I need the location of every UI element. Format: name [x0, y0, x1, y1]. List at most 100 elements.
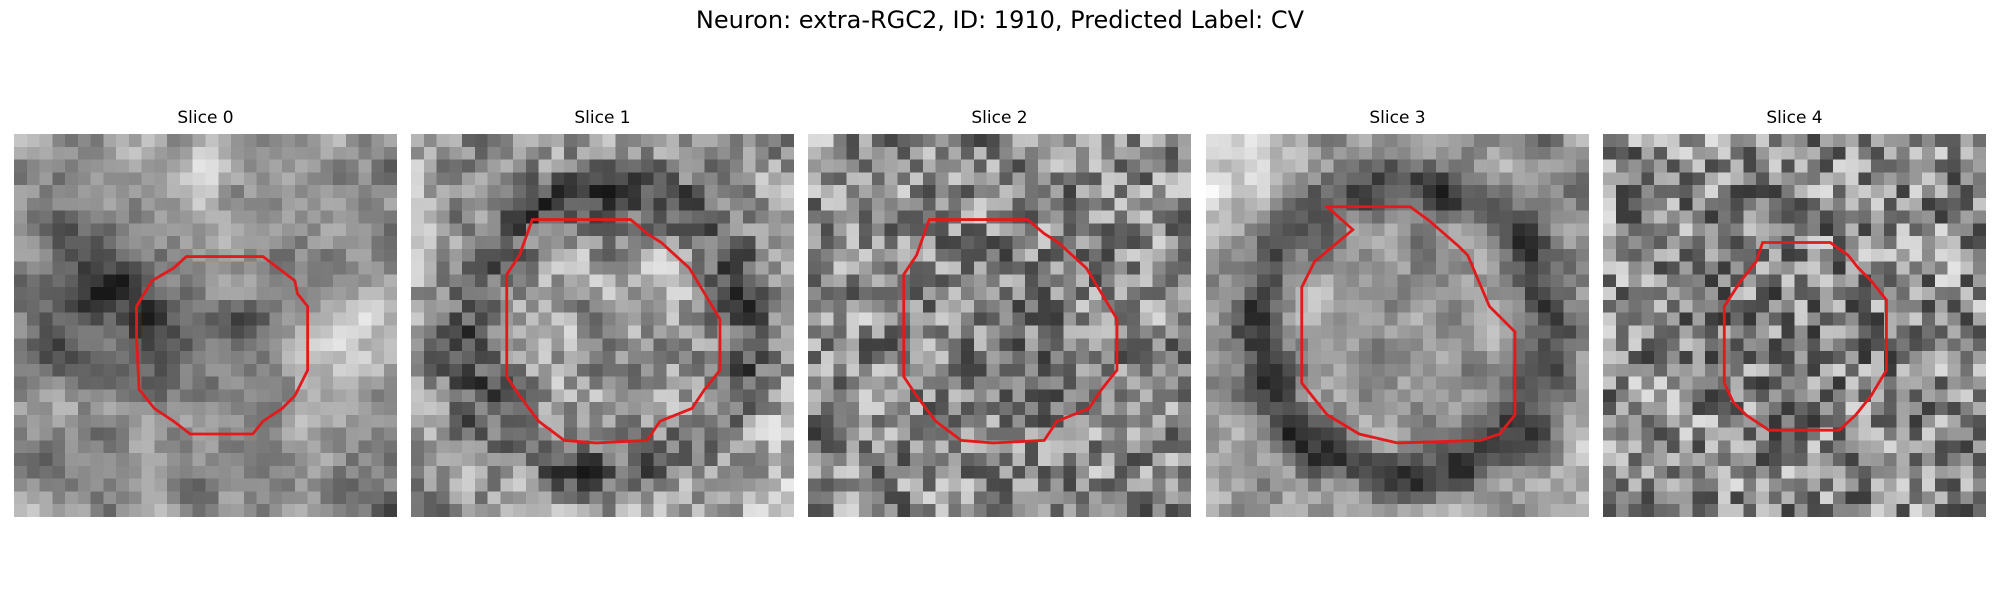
image-pixel — [1206, 363, 1220, 377]
image-pixel — [1025, 414, 1039, 428]
image-pixel — [820, 389, 834, 403]
image-pixel — [1896, 223, 1910, 237]
image-pixel — [1231, 197, 1245, 211]
image-pixel — [179, 465, 193, 479]
image-pixel — [269, 134, 283, 148]
image-pixel — [1037, 312, 1051, 326]
image-pixel — [333, 402, 347, 416]
image-pixel — [589, 287, 603, 301]
image-pixel — [320, 248, 334, 262]
image-pixel — [141, 363, 155, 377]
image-pixel — [871, 248, 885, 262]
image-pixel — [116, 363, 130, 377]
image-pixel — [77, 223, 91, 237]
image-pixel — [513, 210, 527, 224]
image-pixel — [1474, 465, 1488, 479]
image-pixel — [1231, 185, 1245, 199]
image-pixel — [1037, 299, 1051, 313]
image-pixel — [691, 172, 705, 186]
image-pixel — [897, 491, 911, 505]
image-pixel — [256, 134, 270, 148]
image-pixel — [411, 287, 425, 301]
image-pixel — [1333, 389, 1347, 403]
image-pixel — [1628, 504, 1642, 517]
image-pixel — [1139, 261, 1153, 275]
image-pixel — [474, 210, 488, 224]
image-pixel — [564, 389, 578, 403]
image-pixel — [128, 210, 142, 224]
image-pixel — [345, 210, 359, 224]
image-pixel — [1012, 376, 1026, 390]
image-pixel — [1679, 453, 1693, 467]
image-pixel — [1295, 197, 1309, 211]
image-pixel — [730, 491, 744, 505]
image-pixel — [1346, 402, 1360, 416]
image-pixel — [1896, 159, 1910, 173]
image-pixel — [1257, 338, 1271, 352]
image-pixel — [294, 274, 308, 288]
image-pixel — [205, 261, 219, 275]
image-pixel — [961, 440, 975, 454]
image-pixel — [90, 376, 104, 390]
image-pixel — [768, 287, 782, 301]
image-pixel — [1127, 248, 1141, 262]
image-pixel — [269, 453, 283, 467]
image-pixel — [1012, 248, 1026, 262]
image-pixel — [487, 491, 501, 505]
image-pixel — [551, 440, 565, 454]
image-pixel — [1063, 363, 1077, 377]
image-pixel — [781, 312, 794, 326]
image-pixel — [1423, 465, 1437, 479]
image-pixel — [77, 338, 91, 352]
image-pixel — [615, 414, 629, 428]
image-pixel — [1871, 363, 1885, 377]
image-pixel — [755, 389, 769, 403]
image-pixel — [1641, 146, 1655, 160]
image-pixel — [39, 134, 53, 148]
image-pixel — [833, 312, 847, 326]
image-pixel — [231, 210, 245, 224]
image-pixel — [922, 159, 936, 173]
image-pixel — [973, 376, 987, 390]
image-pixel — [90, 299, 104, 313]
image-pixel — [1666, 172, 1680, 186]
image-pixel — [1512, 287, 1526, 301]
image-pixel — [640, 440, 654, 454]
image-pixel — [1423, 389, 1437, 403]
image-pixel — [26, 325, 40, 339]
image-pixel — [679, 389, 693, 403]
image-pixel — [1756, 338, 1770, 352]
image-pixel — [1537, 312, 1551, 326]
image-pixel — [1603, 134, 1617, 148]
image-pixel — [808, 453, 822, 467]
image-pixel — [1820, 414, 1834, 428]
image-pixel — [1063, 312, 1077, 326]
image-pixel — [1973, 491, 1986, 505]
image-pixel — [576, 261, 590, 275]
image-pixel — [1012, 402, 1026, 416]
image-pixel — [640, 363, 654, 377]
image-pixel — [1114, 389, 1128, 403]
image-pixel — [1717, 427, 1731, 441]
image-pixel — [910, 197, 924, 211]
image-pixel — [1794, 414, 1808, 428]
image-pixel — [1499, 146, 1513, 160]
image-pixel — [333, 363, 347, 377]
image-pixel — [1603, 440, 1617, 454]
image-pixel — [1218, 440, 1232, 454]
image-pixel — [922, 465, 936, 479]
image-pixel — [384, 338, 397, 352]
image-pixel — [1960, 159, 1974, 173]
image-pixel — [846, 338, 860, 352]
image-pixel — [52, 402, 66, 416]
image-pixel — [39, 351, 53, 365]
image-pixel — [1934, 185, 1948, 199]
image-pixel — [1050, 325, 1064, 339]
image-pixel — [26, 236, 40, 250]
image-pixel — [77, 172, 91, 186]
image-pixel — [103, 274, 117, 288]
image-pixel — [1206, 325, 1220, 339]
image-pixel — [1114, 172, 1128, 186]
image-pixel — [1076, 172, 1090, 186]
image-pixel — [1461, 274, 1475, 288]
